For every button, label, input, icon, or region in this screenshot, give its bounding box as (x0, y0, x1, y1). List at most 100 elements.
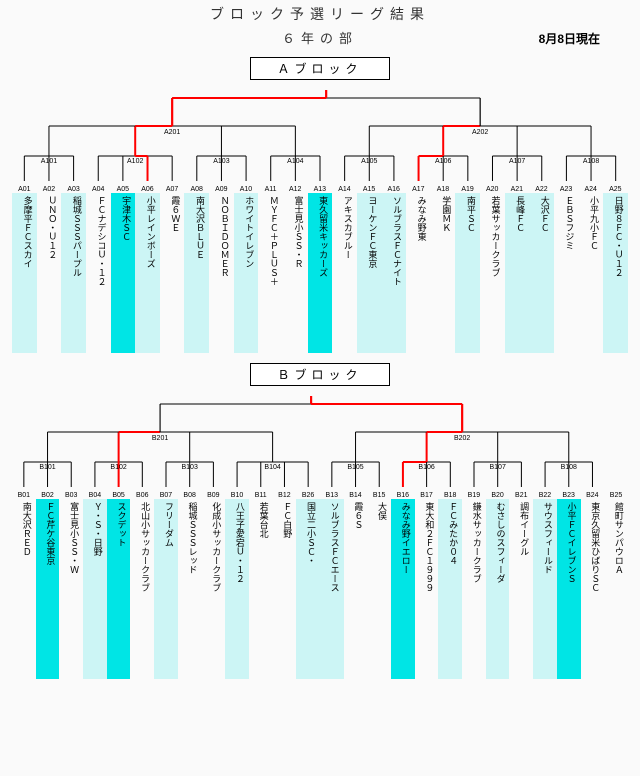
svg-text:B202: B202 (454, 435, 470, 442)
svg-text:B104: B104 (264, 464, 280, 471)
svg-text:B201: B201 (152, 435, 168, 442)
team-name: 東久留米キッカーズ (308, 193, 333, 353)
team-name: ＵＮＯ・Ｕ１２ (37, 193, 62, 353)
team-name: 富士見小ＳＳ・Ｒ (283, 193, 308, 353)
leaf-code: A18 (431, 186, 456, 193)
leaf-code: B15 (367, 492, 391, 499)
team-name: 北山小サッカークラブ (130, 499, 154, 679)
team-name: 宇津木ＳＣ (111, 193, 136, 353)
team-name: ヨーケンＦＣ東京 (357, 193, 382, 353)
team-name: 東大和２ＦＣ１９９９ (415, 499, 439, 679)
block-label: Ｂブロック (250, 363, 390, 386)
leaf-code: A02 (37, 186, 62, 193)
team-name: 南平ＳＣ (455, 193, 480, 353)
leaf-code: B21 (509, 492, 533, 499)
leaf-code: B20 (486, 492, 510, 499)
leaf-code: A20 (480, 186, 505, 193)
team-name: 南大沢ＢＬＵＥ (184, 193, 209, 353)
team-name: ホワイトイレブン (234, 193, 259, 353)
team-name: 鎌水サッカークラブ (462, 499, 486, 679)
team-name: ソルブラスＦＣナイト (381, 193, 406, 353)
team-name: ＮＯＢＩＤＯＭＥＲ (209, 193, 234, 353)
team-name: アキスカブルー (332, 193, 357, 353)
svg-text:A104: A104 (287, 158, 303, 165)
leaf-code: A11 (258, 186, 283, 193)
leaf-code: B24 (581, 492, 605, 499)
svg-text:B103: B103 (182, 464, 198, 471)
team-name: 東京久留米ひばりＳＣ (581, 499, 605, 679)
leaf-code: B19 (462, 492, 486, 499)
team-name: 富士見小ＳＳ・Ｗ (59, 499, 83, 679)
leaf-code: B13 (320, 492, 344, 499)
svg-text:A108: A108 (583, 158, 599, 165)
leaf-code: B11 (249, 492, 273, 499)
team-name: 若葉サッカークラブ (480, 193, 505, 353)
svg-text:A202: A202 (472, 129, 488, 136)
team-name: 館町サンパウロＡ (604, 499, 628, 679)
team-name: 多摩平ＦＣスカイ (12, 193, 37, 353)
svg-text:A102: A102 (127, 158, 143, 165)
leaf-code: B14 (344, 492, 368, 499)
leaf-code: B18 (438, 492, 462, 499)
team-name: 若葉台北 (249, 499, 273, 679)
leaf-code: B17 (415, 492, 439, 499)
team-name: 稲城ＳＳＳパープル (61, 193, 86, 353)
leaf-code: B16 (391, 492, 415, 499)
team-name: 八王子愛宕Ｕ・１２ (225, 499, 249, 679)
leaf-code: B10 (225, 492, 249, 499)
team-name: ＦＣ芹ケ谷東京 (36, 499, 60, 679)
svg-text:B108: B108 (561, 464, 577, 471)
leaf-code: A23 (554, 186, 579, 193)
team-name: 小平九小ＦＣ (578, 193, 603, 353)
leaf-code: B23 (557, 492, 581, 499)
svg-text:A201: A201 (164, 129, 180, 136)
leaf-code: A16 (381, 186, 406, 193)
team-name: みなみ野東 (406, 193, 431, 353)
leaf-code: A01 (12, 186, 37, 193)
svg-text:B106: B106 (418, 464, 434, 471)
leaf-code: A03 (61, 186, 86, 193)
leaf-code: A13 (308, 186, 333, 193)
leaf-code: A10 (234, 186, 259, 193)
leaf-code: A08 (184, 186, 209, 193)
team-name: 大沢ＦＣ (529, 193, 554, 353)
team-name: ＥＢＳフジミ (554, 193, 579, 353)
svg-text:A106: A106 (435, 158, 451, 165)
svg-text:B107: B107 (490, 464, 506, 471)
leaf-code: B09 (202, 492, 226, 499)
team-name: 日野８ＦＣ・Ｕ１２ (603, 193, 628, 353)
page-title: ブロック予選リーグ結果 (0, 0, 640, 24)
leaf-code: B05 (107, 492, 131, 499)
leaf-code: A21 (505, 186, 530, 193)
svg-text:A105: A105 (361, 158, 377, 165)
leaf-code: A14 (332, 186, 357, 193)
leaf-code: A25 (603, 186, 628, 193)
leaf-code: A07 (160, 186, 185, 193)
team-name: サウスフィールド (533, 499, 557, 679)
team-name: Ｙ・Ｓ・日野 (83, 499, 107, 679)
leaf-code: A19 (455, 186, 480, 193)
leaf-code: A09 (209, 186, 234, 193)
leaf-code: B26 (296, 492, 320, 499)
leaf-code: B25 (604, 492, 628, 499)
team-name: みなみ野イエロー (391, 499, 415, 679)
team-name: ＭＹＦＣ＋ＰＬＵＳ＋ (258, 193, 283, 353)
svg-text:B102: B102 (110, 464, 126, 471)
team-name: ＦＣ白野 (273, 499, 297, 679)
svg-text:B105: B105 (347, 464, 363, 471)
leaf-code: A12 (283, 186, 308, 193)
team-name: 化成小サッカークラブ (202, 499, 226, 679)
leaf-code: B06 (130, 492, 154, 499)
leaf-code: B03 (59, 492, 83, 499)
team-name: むさしのスフィーダ (486, 499, 510, 679)
team-name: 国立二小ＳＣ・ (296, 499, 320, 679)
leaf-code: A04 (86, 186, 111, 193)
team-name: 長峰ＦＣ (505, 193, 530, 353)
team-name: 霞６ＷＥ (160, 193, 185, 353)
leaf-code: A22 (529, 186, 554, 193)
leaf-code: B02 (36, 492, 60, 499)
leaf-code: A17 (406, 186, 431, 193)
team-name: 南大沢ＲＥＤ (12, 499, 36, 679)
svg-text:A101: A101 (41, 158, 57, 165)
as-of-date: 8月8日現在 (539, 30, 600, 47)
